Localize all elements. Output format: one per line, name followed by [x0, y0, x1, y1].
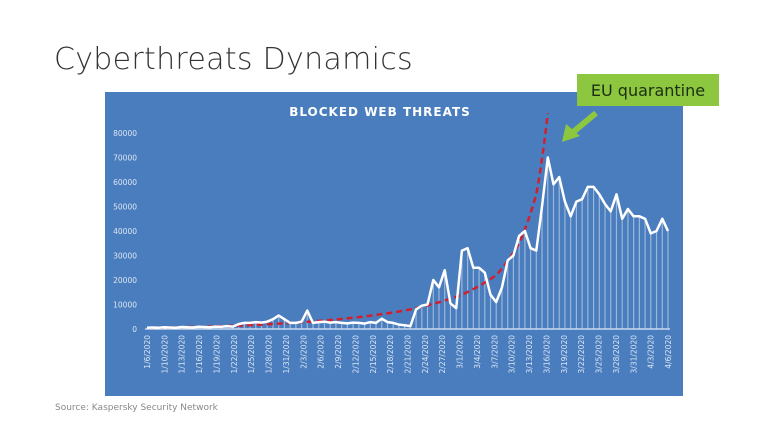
x-tick-label: 3/7/2020	[490, 335, 499, 369]
x-tick-label: 3/1/2020	[456, 335, 465, 369]
x-tick-label: 1/19/2020	[212, 335, 221, 374]
x-tick-label: 3/4/2020	[473, 335, 482, 369]
y-tick-label: 20000	[113, 276, 137, 285]
x-tick-label: 4/3/2020	[647, 335, 656, 369]
trendline	[147, 113, 550, 330]
x-tick-label: 1/31/2020	[282, 335, 291, 374]
chart-title: BLOCKED WEB THREATS	[289, 105, 471, 119]
y-tick-label: 0	[132, 325, 137, 334]
x-tick-label: 3/19/2020	[560, 335, 569, 374]
y-tick-label: 40000	[113, 227, 137, 236]
y-tick-label: 60000	[113, 178, 137, 187]
eu-quarantine-callout: EU quarantine	[577, 74, 719, 106]
x-tick-label: 1/10/2020	[160, 335, 169, 374]
x-tick-label: 2/27/2020	[438, 335, 447, 374]
x-tick-label: 1/13/2020	[178, 335, 187, 374]
y-tick-label: 70000	[113, 154, 137, 163]
x-tick-label: 2/24/2020	[421, 335, 430, 374]
x-tick-label: 3/22/2020	[577, 335, 586, 374]
x-tick-label: 2/9/2020	[334, 335, 343, 369]
chart: BLOCKED WEB THREATS 0 10000 20000 30000 4000…	[105, 92, 683, 396]
x-tick-label: 3/13/2020	[525, 335, 534, 374]
x-tick-label: 2/21/2020	[404, 335, 413, 374]
slide-title: Cyberthreats Dynamics	[54, 42, 413, 77]
x-tick-label: 2/15/2020	[369, 335, 378, 374]
x-tick-label: 3/28/2020	[612, 335, 621, 374]
x-tick-label: 1/28/2020	[265, 335, 274, 374]
chart-plot: BLOCKED WEB THREATS 0 10000 20000 30000 4000…	[113, 105, 673, 374]
x-tick-label: 1/6/2020	[143, 335, 152, 369]
x-tick-label: 2/18/2020	[386, 335, 395, 374]
x-tick-label: 4/6/2020	[664, 335, 673, 369]
series-line	[146, 156, 670, 330]
y-tick-label: 10000	[113, 301, 137, 310]
x-tick-label: 3/25/2020	[595, 335, 604, 374]
x-tick-label: 2/12/2020	[351, 335, 360, 374]
x-tick-label: 1/22/2020	[230, 335, 239, 374]
x-tick-label: 3/16/2020	[542, 335, 551, 374]
y-tick-label: 50000	[113, 203, 137, 212]
x-tick-label: 2/3/2020	[299, 335, 308, 369]
x-tick-label: 1/16/2020	[195, 335, 204, 374]
x-tick-label: 1/25/2020	[247, 335, 256, 374]
y-tick-label: 80000	[113, 129, 137, 138]
x-tick-label: 3/31/2020	[629, 335, 638, 374]
source-note: Source: Kaspersky Security Network	[55, 403, 218, 413]
x-tick-label: 2/6/2020	[317, 335, 326, 369]
y-tick-label: 30000	[113, 252, 137, 261]
x-tick-label: 3/10/2020	[508, 335, 517, 374]
